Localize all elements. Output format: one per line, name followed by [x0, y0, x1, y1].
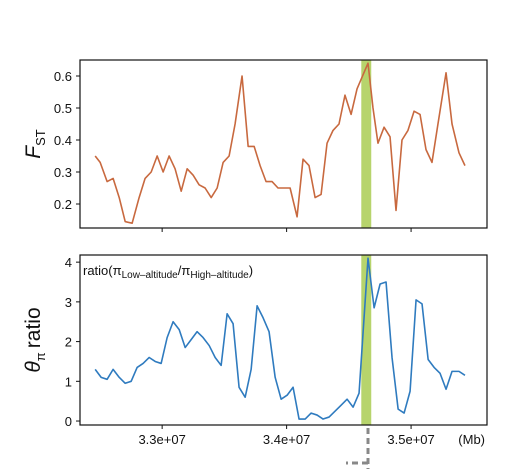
plot-frame: [79, 59, 488, 229]
y-label-text: θ: [22, 361, 45, 373]
y-tick-label: 0: [65, 414, 72, 429]
y-axis-label: θπ ratio: [22, 307, 48, 372]
y-label-text: ratio: [22, 307, 45, 348]
y-label-subscript: π: [33, 352, 48, 361]
y-tick-label: 0.4: [54, 133, 72, 148]
x-tick-label: 3.3e+07: [138, 432, 185, 447]
y-axis-label: FST: [22, 129, 48, 158]
highlight-band: [361, 60, 372, 228]
annotation-subscript: High–altitude: [190, 270, 249, 281]
highlight-band: [361, 255, 372, 425]
plot-frame: [79, 254, 488, 426]
annotation-text: ratio(π: [83, 263, 122, 278]
y-tick-label: 3: [65, 295, 72, 310]
dashed-connector: [346, 428, 370, 469]
y-tick-label: 0.2: [54, 197, 72, 212]
annotation-subscript: Low–altitude: [122, 270, 179, 281]
y-tick-label: 1: [65, 374, 72, 389]
y-label-text: F: [22, 145, 45, 159]
data-line: [94, 257, 466, 420]
x-axis-label: (Mb): [458, 432, 485, 447]
data-line: [94, 62, 466, 224]
y-tick-label: 0.6: [54, 69, 72, 84]
annotation: ratio(πLow–altitude/πHigh–altitude): [83, 263, 253, 281]
y-label-subscript: ST: [33, 129, 48, 146]
y-tick-label: 0.3: [54, 165, 72, 180]
y-tick-label: 0.5: [54, 101, 72, 116]
annotation-text: /π: [178, 263, 191, 278]
y-tick-label: 4: [65, 255, 72, 270]
x-tick-label: 3.5e+07: [387, 432, 434, 447]
y-tick-label: 2: [65, 335, 72, 350]
x-tick-label: 3.4e+07: [263, 432, 310, 447]
annotation-text: ): [249, 263, 253, 278]
